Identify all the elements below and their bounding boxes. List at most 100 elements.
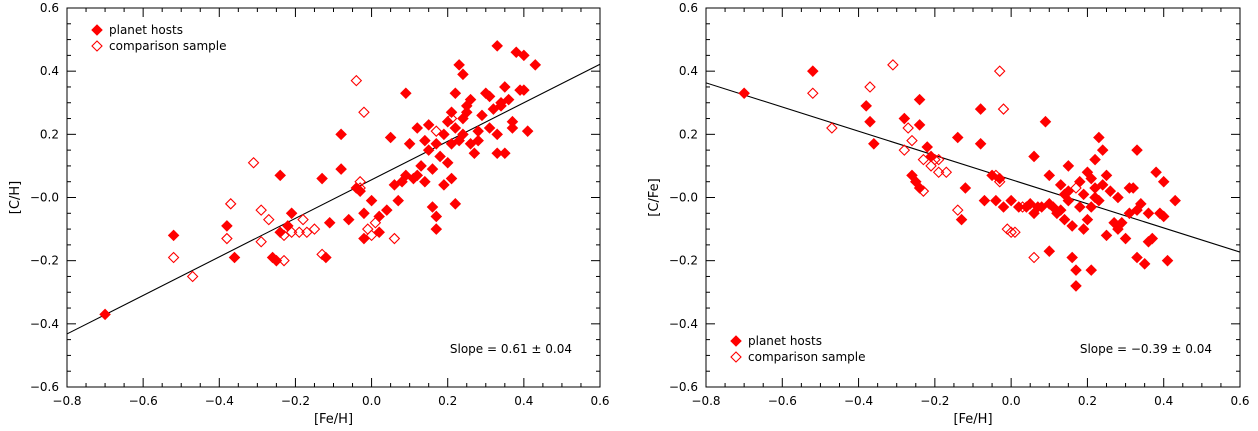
planet-host-point <box>476 109 488 122</box>
planet-host-point <box>1012 201 1025 213</box>
planet-host-point <box>738 87 750 100</box>
comparison-sample-point <box>350 74 363 87</box>
planet-host-point <box>974 103 987 115</box>
planet-host-point <box>99 308 111 321</box>
comparison-sample-point <box>1028 251 1040 264</box>
comparison-sample-point <box>917 153 930 166</box>
x-tick-label: 0.2 <box>1078 394 1097 408</box>
y-axis-label: [C/Fe] <box>647 178 662 216</box>
planet-host-point <box>518 49 530 62</box>
planet-host-point <box>1054 179 1067 191</box>
planet-host-point <box>392 194 404 207</box>
planet-host-point <box>384 131 397 144</box>
planet-host-point <box>419 175 431 188</box>
comparison-sample-point <box>917 185 930 197</box>
planet-host-point <box>807 65 819 77</box>
planet-host-point <box>228 251 241 264</box>
x-tick-label: 0.2 <box>438 394 457 408</box>
comparison-sample-point <box>369 216 382 229</box>
comparison-sample-point <box>887 59 899 71</box>
planet-host-point <box>320 251 332 264</box>
planet-host-point <box>1054 204 1067 216</box>
x-tick-label: −0.8 <box>52 394 81 408</box>
planet-host-point <box>472 134 484 147</box>
y-tick-label: 0.2 <box>40 127 59 141</box>
x-axis-label: [Fe/H] <box>314 412 353 427</box>
y-tick-label: 0.6 <box>40 1 59 15</box>
fit-line <box>67 63 600 335</box>
planet-host-point <box>1062 160 1075 172</box>
comparison-sample-point <box>316 248 328 261</box>
x-tick-label: −0.2 <box>920 394 949 408</box>
planet-host-point <box>913 93 926 106</box>
y-tick-label: 0.2 <box>679 127 698 141</box>
x-tick-label: 0.4 <box>1154 394 1173 408</box>
comparison-sample-point <box>308 223 321 235</box>
planet-host-point <box>365 194 378 207</box>
planet-host-point <box>472 125 484 137</box>
planet-host-point <box>430 210 443 223</box>
planet-host-point <box>274 169 286 182</box>
y-tick-label: −0.2 <box>669 254 698 268</box>
x-tick-label: −0.4 <box>844 394 873 408</box>
planet-host-point <box>1062 194 1075 207</box>
y-tick-label: −0.6 <box>30 380 59 394</box>
planet-host-point <box>335 128 347 141</box>
planet-host-point <box>1157 175 1170 188</box>
planet-host-point <box>506 122 519 134</box>
planet-host-point <box>1096 144 1109 156</box>
slope-annotation: Slope = −0.39 ± 0.04 <box>1080 342 1212 356</box>
planet-host-point <box>860 100 872 112</box>
legend: planet hosts comparison sample <box>730 334 866 364</box>
comparison-sample-point <box>951 204 964 216</box>
plot-area <box>706 59 1240 292</box>
planet-host-point <box>449 198 462 210</box>
planet-host-point <box>1104 185 1117 197</box>
planet-host-point <box>1070 280 1082 292</box>
y-tick-label: −0.2 <box>30 254 59 268</box>
planet-host-point <box>978 194 991 207</box>
y-tick-label: −0.6 <box>669 380 698 394</box>
planet-host-point <box>381 204 393 216</box>
planet-host-point <box>1035 201 1048 213</box>
planet-host-point <box>445 106 458 119</box>
planet-host-point <box>457 128 469 141</box>
planet-host-point <box>270 254 283 267</box>
planet-host-point <box>445 172 458 185</box>
planet-host-point <box>430 138 443 150</box>
comparison-sample-point <box>167 251 180 264</box>
planet-host-point <box>1085 172 1098 185</box>
comparison-sample-point <box>997 103 1010 115</box>
legend-marker-open-diamond <box>91 40 103 52</box>
planet-host-point <box>167 229 180 242</box>
axes-frame <box>705 7 1241 388</box>
planet-host-point <box>441 156 454 169</box>
planet-host-point <box>1089 153 1101 166</box>
planet-host-point <box>1150 166 1162 179</box>
planet-host-point <box>491 147 503 160</box>
legend: planet hosts comparison sample <box>91 23 227 53</box>
legend-marker-open-diamond <box>730 351 742 363</box>
planet-host-point <box>1066 251 1078 264</box>
planet-host-point <box>1131 144 1143 156</box>
planet-host-point <box>468 147 481 160</box>
planet-host-point <box>457 68 469 81</box>
planet-host-point <box>491 40 503 52</box>
planet-host-point <box>464 93 477 106</box>
comparison-sample-point <box>285 226 298 239</box>
comparison-sample-point <box>906 134 918 147</box>
planet-host-point <box>1005 194 1017 207</box>
x-tick-label: 0.0 <box>362 394 381 408</box>
planet-host-point <box>434 150 446 163</box>
comparison-sample-point <box>224 198 237 210</box>
planet-host-point <box>1100 229 1113 242</box>
legend-entry-comparison-sample: comparison sample <box>748 350 866 364</box>
comparison-sample-point <box>186 270 199 283</box>
comparison-sample-point <box>365 229 378 242</box>
planet-host-point <box>411 122 424 134</box>
planet-host-point <box>438 179 450 191</box>
legend-marker-filled-diamond <box>730 335 742 347</box>
planet-host-point <box>358 207 370 220</box>
planet-host-point <box>1100 169 1113 182</box>
planet-host-point <box>1115 216 1128 229</box>
